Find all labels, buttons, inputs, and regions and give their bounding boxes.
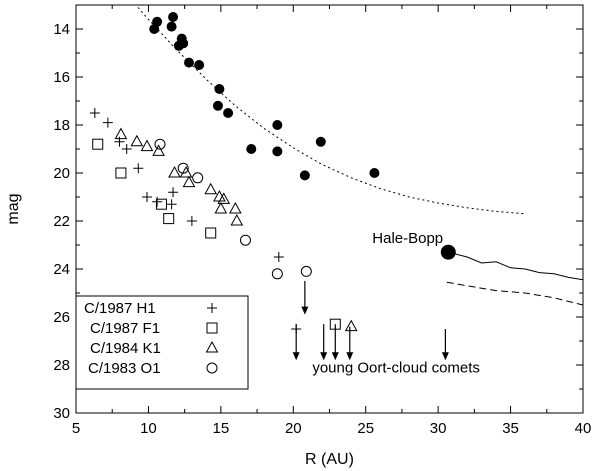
point-hale-bopp-data-7 — [194, 60, 205, 70]
point-c-1987-f1-3 — [163, 213, 175, 225]
x-tick-label-30: 30 — [430, 420, 447, 437]
point-hale-bopp-data-3 — [166, 21, 177, 32]
legend-label-c1987-h1: C/1987 H1 — [84, 300, 156, 317]
point-c-1987-f1-1 — [115, 167, 127, 179]
point-c-1984-k1-0 — [114, 127, 128, 140]
x-axis-title: R (AU) — [305, 451, 354, 468]
legend-marker-0 — [207, 303, 217, 313]
point-c-1984-k1-4 — [168, 165, 181, 178]
point-c-1984-k1-6 — [182, 175, 196, 188]
upper-limit-arrowhead-0 — [301, 306, 309, 315]
legend-marker-3 — [206, 362, 218, 374]
y-tick-label-24: 24 — [53, 261, 70, 278]
curve-dotted-fit — [135, 5, 526, 215]
y-tick-label-18: 18 — [53, 117, 70, 134]
point-hale-bopp-data-15 — [299, 170, 310, 181]
point-hale-bopp-data-6 — [183, 57, 194, 68]
legend-marker-1 — [206, 322, 218, 334]
legend: C/1987 H1 C/1987 F1 C/1984 K1 C/1983 O1 — [75, 295, 249, 390]
curve-dashed-extrapolation — [446, 281, 583, 306]
annotation-young-oort-cloud: young Oort-cloud comets — [312, 359, 480, 376]
point-c-1984-k1-9 — [217, 192, 231, 204]
y-tick-label-22: 22 — [53, 213, 70, 230]
point-c-1983-o1-1 — [177, 162, 189, 174]
point-hale-bopp-data-1 — [149, 24, 160, 34]
y-tick-label-30: 30 — [53, 405, 70, 422]
y-axis-title: mag — [5, 193, 22, 224]
curves-layer — [135, 5, 583, 306]
point-c-1984-k1-1 — [130, 134, 144, 147]
y-tick-label-16: 16 — [53, 69, 70, 86]
upper-limit-arrowhead-1 — [292, 352, 300, 361]
upper-limit-arrowhead-5 — [441, 352, 449, 361]
x-tick-label-10: 10 — [140, 420, 157, 437]
point-c-1987-h1-6 — [152, 196, 163, 207]
legend-markers — [205, 303, 219, 374]
point-c-1987-f1-4 — [205, 227, 217, 239]
legend-label-c1987-f1: C/1987 F1 — [90, 320, 160, 337]
x-tick-label-35: 35 — [502, 420, 519, 437]
point-c-1987-h1-9 — [186, 216, 197, 226]
marks-layer — [89, 12, 456, 361]
point-c-1987-h1-0 — [89, 108, 100, 118]
y-tick-label-14: 14 — [53, 21, 70, 38]
point-c-1983-o1-2 — [192, 172, 204, 184]
point-c-1984-k1-11 — [228, 201, 242, 214]
y-tick-label-20: 20 — [53, 165, 70, 182]
point-hale-bopp-data-12 — [246, 144, 257, 154]
y-tick-label-28: 28 — [53, 357, 70, 374]
upper-limit-arrowhead-2 — [320, 352, 328, 361]
point-c-1987-h1-1 — [102, 117, 113, 128]
x-tick-label-20: 20 — [285, 420, 302, 437]
point-c-1983-o1-5 — [300, 265, 312, 277]
point-c-1983-o1-4 — [271, 268, 283, 280]
point-hale-bopp-data-9 — [214, 84, 225, 94]
legend-box — [75, 295, 249, 390]
upper-limit-arrowhead-3 — [331, 352, 339, 361]
point-hale-bopp-0 — [440, 244, 456, 260]
point-c-1984-k1-10 — [214, 201, 228, 214]
upper-limit-arrowhead-4 — [346, 352, 354, 361]
y-tick-label-26: 26 — [53, 309, 70, 326]
x-tick-label-5: 5 — [72, 420, 80, 437]
x-tick-label-25: 25 — [357, 420, 374, 437]
point-hale-bopp-data-2 — [168, 12, 179, 22]
point-c-1987-h1-10 — [273, 252, 284, 262]
legend-label-c1984-k1: C/1984 K1 — [90, 340, 161, 357]
point-hale-bopp-data-14 — [272, 146, 283, 157]
point-c-1984-k1-13 — [344, 319, 358, 332]
x-tick-label-40: 40 — [575, 420, 592, 437]
point-c-1987-h1-4 — [133, 163, 144, 174]
point-hale-bopp-data-17 — [369, 168, 380, 178]
point-c-1987-f1-2 — [155, 198, 167, 210]
x-tick-label-15: 15 — [213, 420, 230, 437]
point-c-1987-h1-8 — [166, 199, 177, 210]
point-c-1987-h1-5 — [141, 192, 152, 202]
point-c-1984-k1-7 — [204, 182, 218, 195]
point-hale-bopp-data-10 — [212, 100, 223, 111]
curve-solid-extrapolation — [448, 251, 583, 281]
point-c-1987-f1-0 — [92, 138, 104, 150]
axes-layer: 5 10 15 20 25 30 35 40 14 16 18 20 22 24 26 28 30 — [53, 4, 592, 437]
point-c-1983-o1-3 — [239, 234, 251, 246]
point-hale-bopp-data-13 — [272, 120, 283, 130]
point-c-1987-h1-3 — [121, 144, 132, 154]
legend-label-c1983-o1: C/1983 O1 — [88, 360, 161, 377]
point-c-1984-k1-12 — [230, 213, 244, 226]
point-c-1984-k1-3 — [152, 144, 165, 156]
legend-marker-2 — [205, 340, 219, 353]
point-hale-bopp-data-8 — [178, 38, 189, 49]
point-c-1987-h1-7 — [168, 187, 179, 198]
point-hale-bopp-data-11 — [223, 108, 234, 118]
point-c-1984-k1-2 — [140, 139, 154, 152]
point-c-1984-k1-5 — [179, 165, 193, 178]
annotation-hale-bopp: Hale-Bopp — [372, 230, 443, 247]
point-c-1983-o1-0 — [154, 138, 166, 150]
point-hale-bopp-data-16 — [315, 136, 326, 147]
